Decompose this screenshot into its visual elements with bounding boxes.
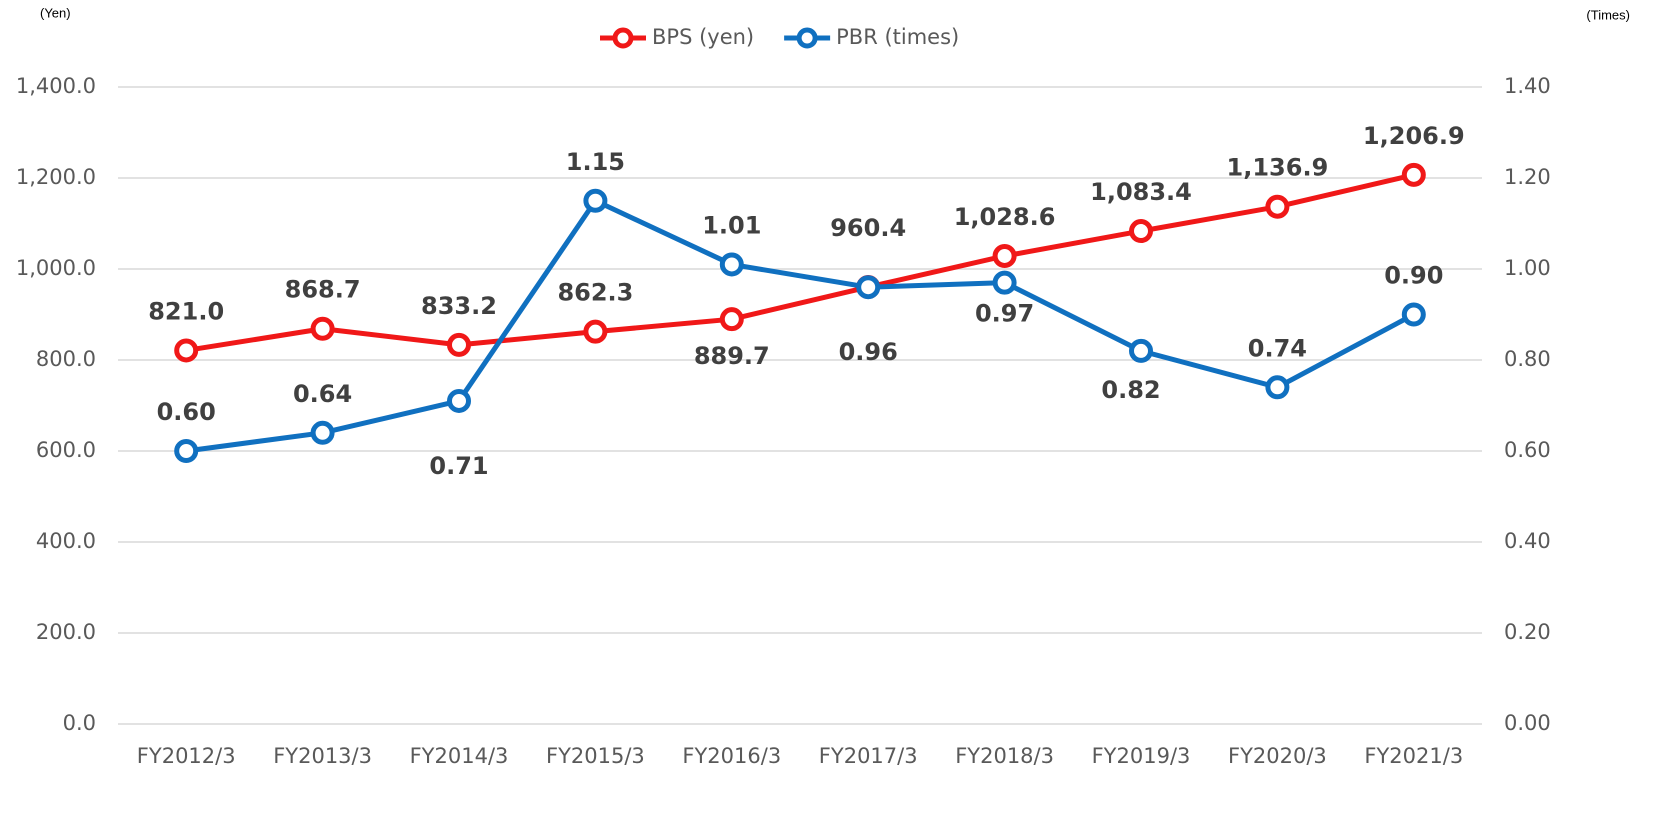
y2-tick-label: 0.60 (1504, 438, 1551, 462)
legend-marker (796, 27, 818, 49)
data-label: 0.96 (839, 338, 898, 366)
y-axis-label: (Yen) (40, 5, 71, 20)
series-line (185, 172, 1415, 353)
point-marker (447, 332, 471, 357)
data-label: 1.15 (566, 148, 625, 176)
point-marker (174, 439, 199, 463)
data-label: 1.01 (702, 211, 761, 239)
data-label: 862.3 (557, 279, 633, 307)
point-marker (856, 275, 881, 300)
data-label: 0.60 (157, 398, 216, 426)
y-tick-label: 800.0 (36, 347, 96, 371)
y2-tick-label: 0.00 (1504, 711, 1551, 735)
point-marker (310, 316, 335, 341)
point-marker (719, 307, 744, 332)
point-marker (310, 420, 335, 445)
x-tick-label: FY2013/3 (273, 744, 372, 768)
y-tick-label: 1,400.0 (16, 74, 96, 98)
y2-tick-label: 1.40 (1504, 74, 1551, 98)
point-marker (992, 243, 1017, 268)
point-marker (1401, 302, 1426, 327)
data-label: 0.90 (1384, 262, 1443, 290)
y-tick-label: 1,200.0 (16, 165, 96, 189)
data-label: 960.4 (830, 214, 906, 242)
x-tick-label: FY2021/3 (1364, 744, 1463, 768)
point-marker (1401, 162, 1426, 187)
y2-axis-label: (Times) (1586, 7, 1630, 22)
legend-label: PBR (times) (836, 25, 959, 49)
point-marker (583, 319, 608, 344)
data-label: 1,206.9 (1363, 122, 1465, 150)
x-tick-label: FY2012/3 (137, 744, 236, 768)
y-tick-label: 0.0 (63, 711, 96, 735)
point-marker (583, 188, 608, 213)
x-tick-label: FY2014/3 (410, 744, 509, 768)
point-marker (1265, 194, 1290, 219)
y-tick-label: 400.0 (36, 529, 96, 553)
point-marker (1265, 375, 1290, 400)
x-tick-label: FY2018/3 (955, 744, 1054, 768)
y2-tick-label: 0.40 (1504, 529, 1551, 553)
data-label: 1,028.6 (954, 203, 1056, 231)
x-tick-label: FY2019/3 (1092, 744, 1191, 768)
legend-marker (612, 27, 634, 49)
y-tick-label: 1,000.0 (16, 256, 96, 280)
data-label: 0.64 (293, 380, 352, 408)
point-marker (447, 388, 471, 413)
point-marker (174, 338, 199, 363)
data-label: 1,136.9 (1227, 154, 1329, 182)
x-tick-label: FY2016/3 (682, 744, 781, 768)
data-label: 0.97 (975, 300, 1034, 328)
data-label: 0.74 (1248, 334, 1307, 362)
legend-label: BPS (yen) (652, 25, 754, 49)
point-marker (1129, 219, 1153, 244)
y-tick-label: 600.0 (36, 438, 96, 462)
y-tick-label: 200.0 (36, 620, 96, 644)
y2-tick-label: 1.20 (1504, 165, 1551, 189)
data-label: 0.82 (1101, 376, 1160, 404)
data-label: 833.2 (421, 292, 497, 320)
point-marker (719, 252, 744, 277)
y2-tick-label: 1.00 (1504, 256, 1551, 280)
y2-tick-label: 0.80 (1504, 347, 1551, 371)
x-tick-label: FY2020/3 (1228, 744, 1327, 768)
data-label: 889.7 (694, 342, 770, 370)
x-tick-label: FY2015/3 (546, 744, 645, 768)
point-marker (992, 270, 1017, 295)
series-line (185, 198, 1415, 454)
data-label: 1,083.4 (1090, 178, 1192, 206)
y2-tick-label: 0.20 (1504, 620, 1551, 644)
data-label: 0.71 (429, 452, 488, 480)
x-tick-label: FY2017/3 (819, 744, 918, 768)
point-marker (1129, 338, 1153, 363)
data-label: 868.7 (285, 276, 361, 304)
data-label: 821.0 (148, 297, 224, 325)
